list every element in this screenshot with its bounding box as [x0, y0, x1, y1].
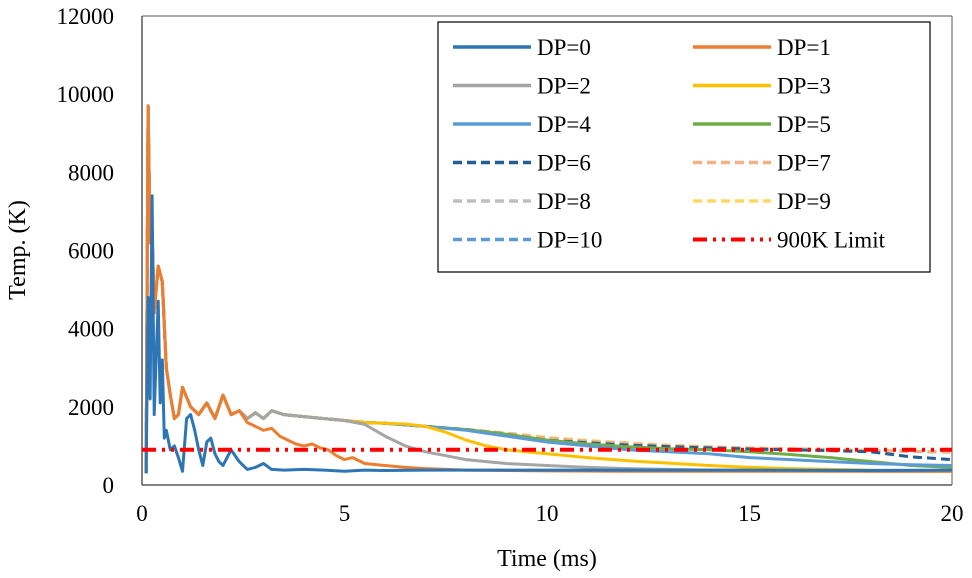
legend-label-dp-9: DP=9 [777, 189, 831, 214]
series-line-dp-0 [144, 194, 953, 474]
legend-label-dp-3: DP=3 [777, 74, 831, 99]
legend: DP=0 DP=1 DP=2 DP=3 DP=4 DP=5 DP=6 DP=7 DP=8 DP=9… [437, 21, 931, 273]
legend-label-900k-limit: 900K Limit [777, 228, 886, 253]
y-tick-label-1: 2000 [68, 395, 114, 420]
legend-label-dp-1: DP=1 [777, 35, 831, 60]
y-tick-label-6: 12000 [57, 4, 115, 29]
y-tick-label-4: 8000 [68, 160, 114, 185]
x-tick-label-4: 20 [941, 501, 964, 526]
y-tick-label-3: 6000 [68, 239, 114, 264]
y-tick-label-2: 4000 [68, 317, 114, 342]
legend-label-dp-0: DP=0 [537, 35, 591, 60]
x-tick-label-1: 5 [339, 501, 351, 526]
plot-area [141, 15, 953, 486]
y-axis-title: Temp. (K) [5, 200, 31, 300]
x-tick-label-2: 10 [536, 501, 559, 526]
legend-label-dp-5: DP=5 [777, 112, 831, 137]
series-line-dp-1 [144, 104, 952, 474]
legend-box [437, 21, 931, 273]
legend-label-dp-4: DP=4 [537, 112, 591, 137]
x-tick-label-3: 15 [738, 501, 761, 526]
legend-label-dp-10: DP=10 [537, 228, 602, 253]
x-tick-label-0: 0 [136, 501, 148, 526]
x-axis-title: Time (ms) [497, 546, 597, 572]
y-tick-label-0: 0 [103, 473, 115, 498]
legend-label-dp-8: DP=8 [537, 189, 591, 214]
legend-label-dp-2: DP=2 [537, 74, 591, 99]
legend-label-dp-7: DP=7 [777, 151, 831, 176]
series-layer [142, 104, 953, 474]
legend-label-dp-6: DP=6 [537, 151, 591, 176]
ticks-layer: 0 5 10 15 20 0 2000 4000 6000 8000 10000 12000 [57, 4, 964, 526]
y-tick-label-5: 10000 [57, 82, 115, 107]
